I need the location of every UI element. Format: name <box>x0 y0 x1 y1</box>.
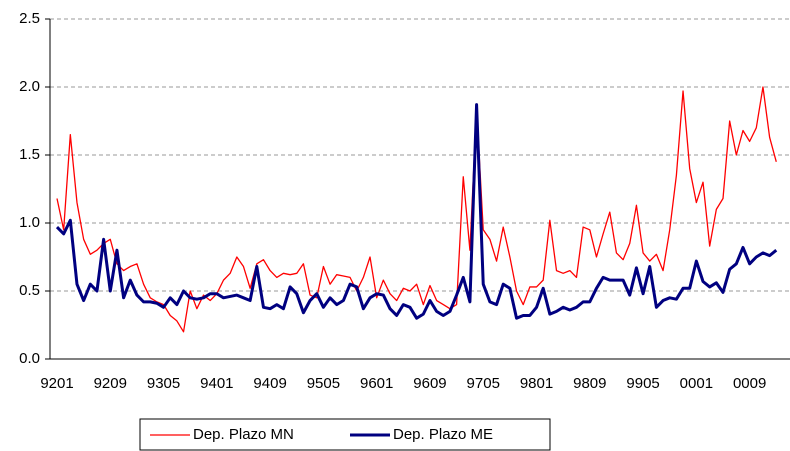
y-tick-label: 0.0 <box>19 350 40 367</box>
x-tick-label: 9305 <box>147 375 180 392</box>
x-tick-label: 9801 <box>520 375 553 392</box>
y-tick-label: 2.0 <box>19 78 40 95</box>
series-line <box>56 86 777 333</box>
x-tick-label: 9209 <box>94 375 127 392</box>
x-tick-label: 0001 <box>680 375 713 392</box>
x-tick-label: 9905 <box>626 375 659 392</box>
legend-label: Dep. Plazo MN <box>193 426 294 443</box>
x-tick-label: 9201 <box>40 375 73 392</box>
x-tick-label: 9609 <box>413 375 446 392</box>
x-tick-label: 0009 <box>733 375 766 392</box>
y-tick-label: 1.0 <box>19 214 40 231</box>
x-tick-label: 9409 <box>253 375 286 392</box>
legend-label: Dep. Plazo ME <box>393 426 493 443</box>
legend: Dep. Plazo MN Dep. Plazo ME <box>139 418 551 451</box>
y-tick-label: 2.5 <box>19 10 40 27</box>
x-tick-label: 9401 <box>200 375 233 392</box>
series-line <box>55 103 778 320</box>
y-tick-label: 0.5 <box>19 282 40 299</box>
x-tick-label: 9505 <box>307 375 340 392</box>
legend-box <box>139 418 551 451</box>
y-tick-label: 1.5 <box>19 146 40 163</box>
x-tick-label: 9705 <box>467 375 500 392</box>
x-tick-label: 9601 <box>360 375 393 392</box>
x-tick-label: 9809 <box>573 375 606 392</box>
